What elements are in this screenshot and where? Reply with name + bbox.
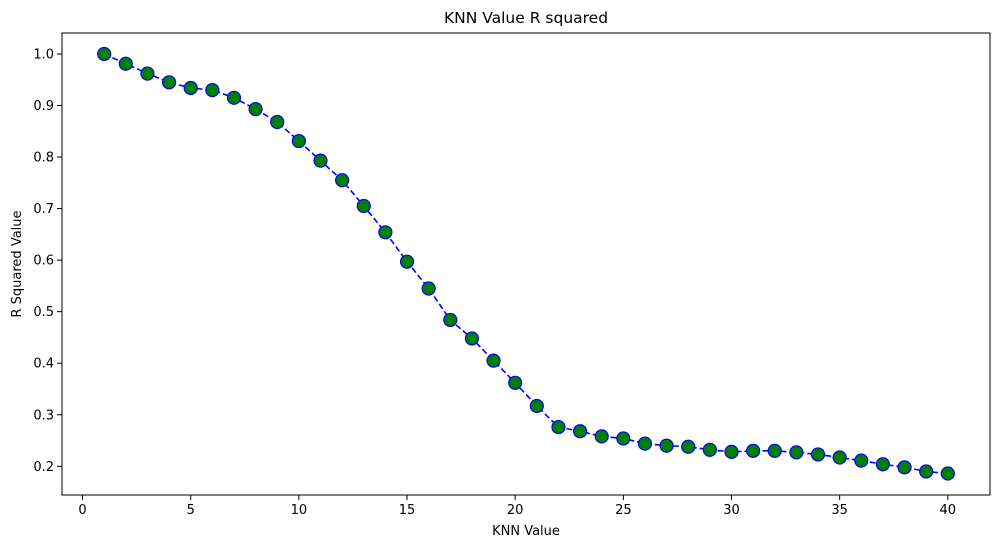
data-point (875, 457, 891, 472)
x-axis-ticks: 0 5 10 15 20 25 30 35 40 (78, 495, 956, 518)
data-point (789, 445, 804, 460)
data-point (313, 153, 328, 168)
data-point (572, 424, 588, 439)
y-tick-label: 0.6 (33, 254, 54, 269)
data-point (854, 453, 869, 468)
data-point (616, 431, 631, 446)
data-point (399, 254, 415, 269)
data-point (486, 353, 501, 368)
data-point (140, 66, 155, 81)
data-point (464, 331, 480, 346)
data-point (443, 312, 458, 328)
y-tick-label: 0.5 (33, 305, 54, 320)
series-layer (97, 46, 955, 481)
data-point (940, 466, 955, 481)
plot-area-frame (61, 32, 991, 496)
data-point (183, 80, 198, 96)
data-point (291, 133, 306, 149)
x-tick-label: 25 (615, 503, 632, 518)
data-point (637, 436, 653, 451)
data-point (161, 75, 177, 90)
x-tick-label: 30 (723, 503, 740, 518)
data-point (681, 439, 696, 454)
y-tick-label: 0.7 (33, 202, 54, 217)
data-point (529, 398, 544, 414)
x-tick-label: 35 (831, 503, 848, 518)
data-point (248, 102, 263, 117)
chart-title: KNN Value R squared (444, 9, 608, 27)
data-point (356, 198, 371, 214)
data-point (97, 46, 112, 62)
data-point (270, 114, 285, 130)
y-tick-label: 0.3 (33, 408, 54, 423)
data-point (551, 420, 566, 435)
y-tick-label: 0.4 (33, 357, 54, 372)
x-tick-label: 15 (399, 503, 416, 518)
x-tick-label: 5 (187, 503, 195, 518)
x-tick-label: 40 (940, 503, 957, 518)
data-point (897, 460, 912, 475)
data-point (508, 375, 523, 390)
y-tick-label: 1.0 (33, 47, 54, 62)
data-point (421, 281, 436, 296)
y-tick-label: 0.8 (33, 151, 54, 166)
data-point (767, 443, 782, 458)
data-point (919, 464, 934, 479)
data-point (118, 56, 133, 71)
x-tick-label: 10 (291, 503, 308, 518)
y-tick-label: 0.9 (33, 99, 54, 114)
x-tick-label: 0 (78, 503, 86, 518)
data-point (594, 429, 609, 444)
data-point (378, 225, 393, 240)
y-axis-ticks: 0.2 0.3 0.4 0.5 0.6 0.7 0.8 0.9 1.0 (33, 47, 62, 475)
data-point (832, 450, 847, 465)
data-point (226, 90, 242, 105)
data-point (205, 82, 220, 98)
data-point (659, 438, 674, 453)
y-axis-label: R Squared Value (10, 210, 25, 317)
data-point (335, 173, 350, 188)
data-point (702, 442, 717, 457)
y-tick-label: 0.2 (33, 460, 54, 475)
x-tick-label: 20 (507, 503, 524, 518)
x-axis-label: KNN Value (492, 524, 560, 539)
data-point (746, 443, 761, 458)
data-point (810, 447, 826, 462)
data-point (724, 444, 739, 459)
